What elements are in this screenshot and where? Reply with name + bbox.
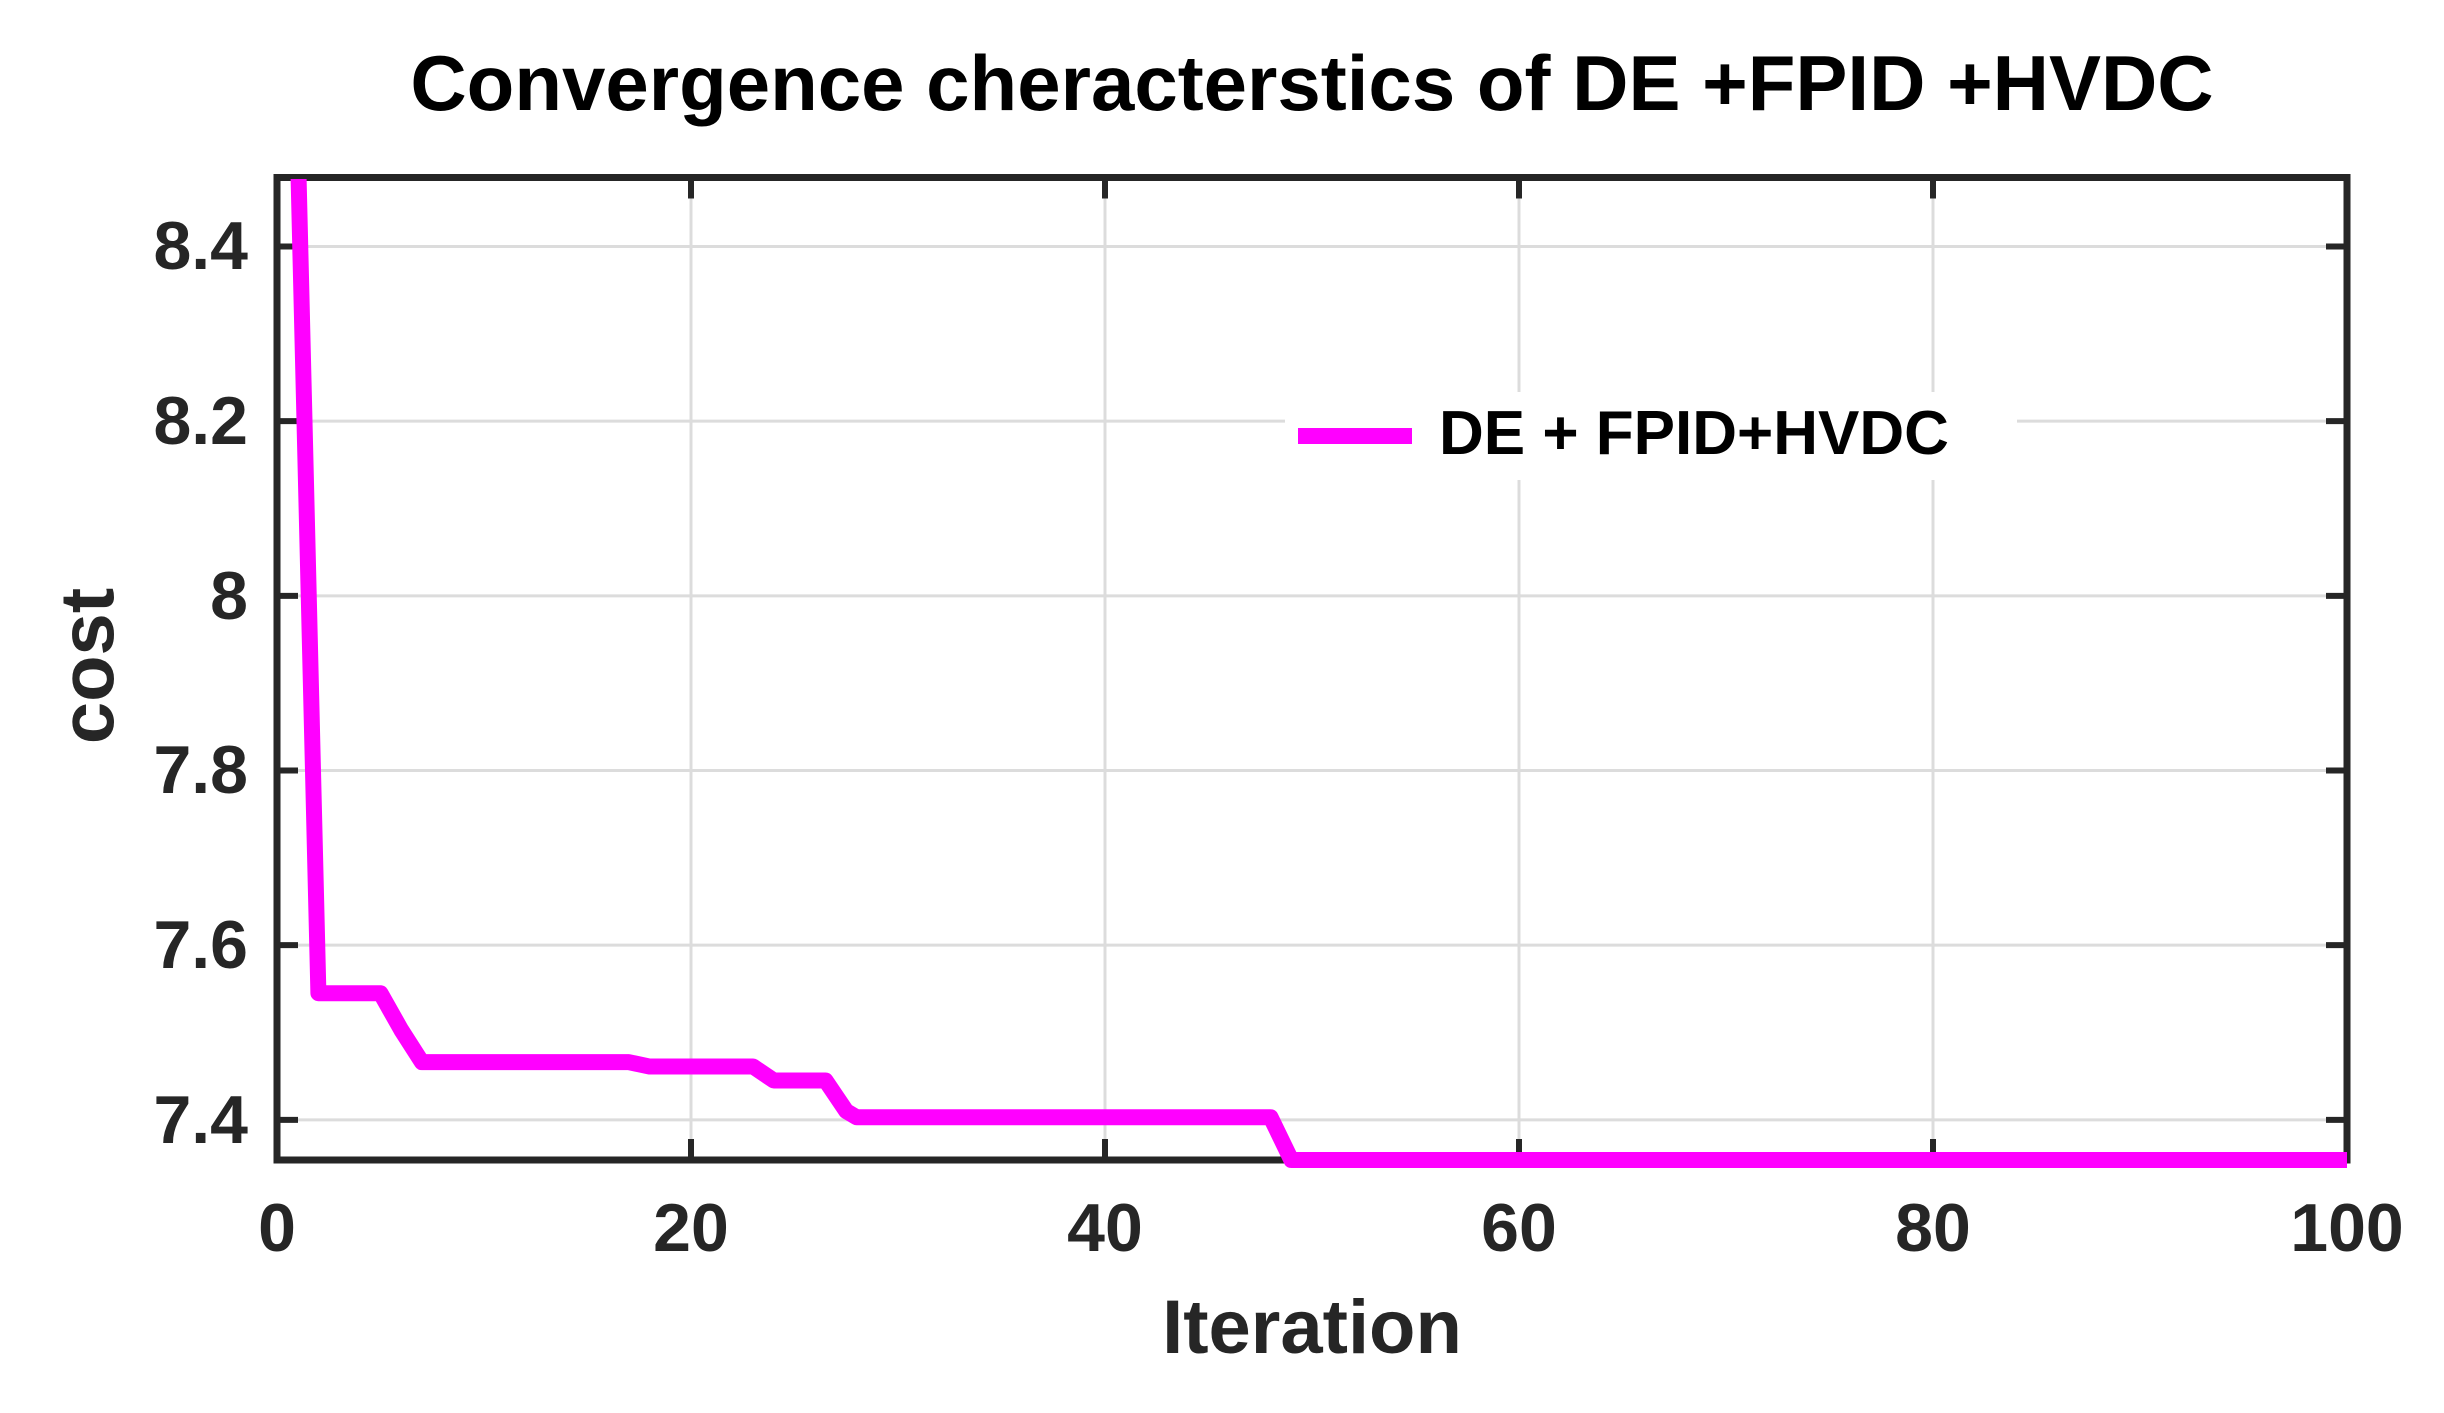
legend: DE + FPID+HVDC	[1285, 392, 2017, 480]
y-tick-label: 7.6	[153, 907, 248, 984]
x-tick-label: 60	[1481, 1190, 1557, 1266]
legend-line-swatch	[1298, 428, 1412, 444]
x-tick-label: 0	[258, 1190, 296, 1266]
series-line-de-fpid-hvdc	[290, 179, 2347, 1168]
y-tick-label: 8	[210, 557, 248, 634]
chart-title: Convergence cheracterstics of DE +FPID +…	[410, 39, 2214, 127]
x-tick-label: 80	[1895, 1190, 1971, 1266]
y-tick-label: 7.4	[153, 1081, 248, 1158]
x-tick-label: 100	[2290, 1190, 2404, 1266]
legend-entry-label: DE + FPID+HVDC	[1439, 398, 1949, 468]
x-axis-label: Iteration	[1162, 1285, 1462, 1370]
axes-box	[273, 174, 2351, 1164]
y-tick-label: 8.4	[153, 208, 248, 285]
x-tick-label: 40	[1067, 1190, 1143, 1266]
x-tick-label: 20	[653, 1190, 729, 1266]
y-tick-label: 8.2	[153, 383, 248, 460]
y-tick-label: 7.8	[153, 732, 248, 809]
